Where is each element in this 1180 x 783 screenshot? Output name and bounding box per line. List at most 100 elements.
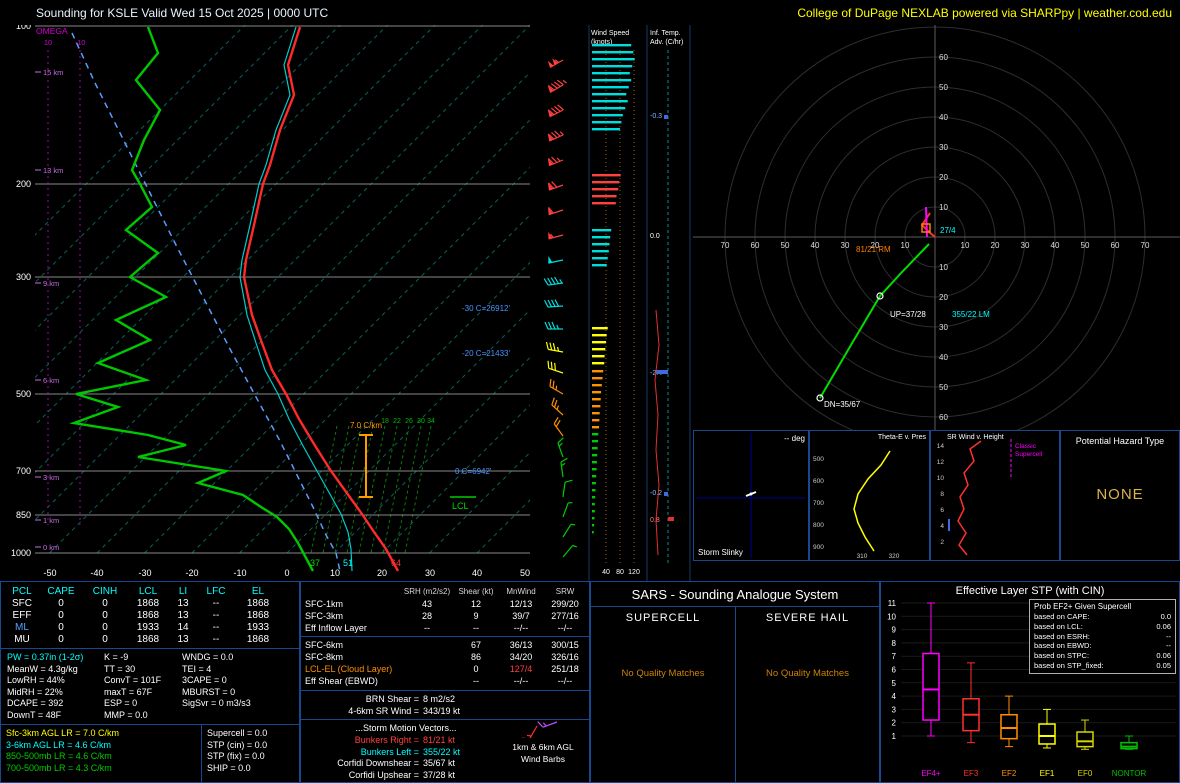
prob-value: 0.06 bbox=[1156, 651, 1171, 661]
line-shape bbox=[544, 299, 549, 308]
temp-tick: 40 bbox=[472, 568, 482, 578]
prob-label: based on CAPE: bbox=[1034, 612, 1090, 621]
line-shape bbox=[557, 104, 564, 111]
temp-tick: 20 bbox=[377, 568, 387, 578]
wind-speed-bar bbox=[592, 58, 635, 61]
slinky-dot bbox=[749, 492, 753, 496]
thermo-value: 13 bbox=[177, 610, 189, 621]
prob-label: based on EBWD: bbox=[1034, 641, 1092, 651]
wind-speed-bar bbox=[592, 65, 633, 68]
hodograph-plot[interactable]: 10 20 30 40 50 60 10 20 30 40 50 60 10 20 30 40 50 60 70 10… bbox=[693, 25, 1180, 430]
prob-label: based on ESRH: bbox=[1034, 631, 1090, 641]
wind-barb bbox=[562, 523, 576, 538]
mixratio-label: 22 bbox=[393, 418, 401, 425]
thermo-header: LI bbox=[178, 586, 188, 597]
stat-line: ESP = 0 bbox=[104, 698, 138, 709]
mixratio-label: 26 bbox=[405, 418, 413, 425]
wind-speed-bar bbox=[592, 264, 607, 267]
thermo-value: 0 bbox=[102, 610, 108, 621]
prob-ef2-box: Prob EF2+ Given Supercell based on CAPE:… bbox=[1029, 599, 1176, 674]
brand-link[interactable]: College of DuPage NEXLAB powered via SHA… bbox=[797, 6, 1172, 20]
kin-cell: 127/4 bbox=[509, 664, 533, 674]
pressure-label: 100 bbox=[16, 25, 31, 31]
parcel-row-label[interactable]: SFC bbox=[12, 598, 32, 609]
temp-adv-value: 0.8 bbox=[650, 517, 660, 524]
temp-tick: -10 bbox=[233, 568, 246, 578]
rm-storm-motion-marker[interactable] bbox=[921, 223, 931, 233]
thetae-curve bbox=[853, 450, 891, 552]
line-shape bbox=[528, 725, 538, 738]
pressure-label: 700 bbox=[16, 466, 31, 476]
parcel-row-label[interactable]: MU bbox=[14, 634, 30, 645]
kin-cell: 28 bbox=[421, 611, 432, 621]
line-shape bbox=[562, 545, 574, 558]
line-shape bbox=[548, 367, 564, 374]
isotherm bbox=[381, 404, 530, 554]
prob-row: based on ESRH: -- bbox=[1034, 632, 1171, 642]
line-shape bbox=[545, 341, 549, 350]
kin-cell: 12 bbox=[470, 599, 481, 609]
line-shape bbox=[550, 277, 556, 285]
lapse-rate-line: 700-500mb LR = 4.3 C/km bbox=[6, 762, 112, 773]
srwind-height-tick: 12 bbox=[937, 459, 945, 466]
parcel-row-label[interactable]: ML bbox=[15, 622, 29, 633]
lapse-rate-label: 7.0 C/km bbox=[350, 421, 382, 430]
stat-line: MMP = 0.0 bbox=[104, 709, 148, 720]
wind-barb bbox=[551, 397, 564, 416]
pressure-label: 500 bbox=[16, 389, 31, 399]
stp-category-label: NONTOR bbox=[1112, 769, 1147, 778]
stp-ytick: 11 bbox=[888, 599, 897, 608]
wind-barb bbox=[548, 255, 564, 264]
stp-ytick: 5 bbox=[892, 679, 897, 688]
isotherm bbox=[49, 71, 530, 554]
line-shape bbox=[547, 321, 553, 330]
wind-speed-tick: 120 bbox=[628, 569, 640, 576]
line-shape bbox=[551, 132, 558, 139]
kinematics-panel: SRH (m2/s2) Shear (kt) MnWind SRW SFC-1km 43 1… bbox=[300, 581, 590, 783]
wind-barb bbox=[544, 321, 563, 330]
path-shape bbox=[547, 207, 553, 215]
kin-cell: Eff Shear (EBWD) bbox=[305, 676, 378, 686]
wind-barb bbox=[562, 544, 577, 558]
stp-ytick: 3 bbox=[892, 705, 897, 714]
line-shape bbox=[547, 133, 555, 140]
kin-value: 37/28 kt bbox=[423, 769, 456, 780]
prob-ef2-rows: based on CAPE: 0.0 based on LCL: 0.06 based … bbox=[1034, 612, 1171, 671]
kin-label: Bunkers Left = bbox=[360, 746, 419, 757]
wind-speed-title: Wind Speed bbox=[591, 30, 629, 37]
kin-label: Corfidi Upshear = bbox=[348, 769, 419, 780]
stat-line: WNDG = 0.0 bbox=[182, 652, 234, 662]
temp-tick: -50 bbox=[43, 568, 56, 578]
prob-label: based on STPC: bbox=[1034, 651, 1090, 661]
kin-cell: 0 bbox=[473, 664, 479, 674]
kin-cell: SFC-3km bbox=[305, 611, 343, 621]
stp-category-label: EF1 bbox=[1040, 769, 1055, 778]
line-shape bbox=[554, 299, 560, 307]
temp-adv-profile bbox=[654, 309, 660, 556]
temp-tick: -30 bbox=[138, 568, 151, 578]
sars-hail-column[interactable]: SEVERE HAIL No Quality Matches bbox=[736, 612, 879, 679]
wind-speed-bar bbox=[592, 195, 617, 198]
thetae-panel[interactable]: 500 600 700 800 900 310 320 Theta-E v. Pres bbox=[809, 430, 930, 561]
isotherm bbox=[144, 166, 530, 554]
hodo-label: 81/21 RM bbox=[856, 245, 891, 254]
kin-cell: -- bbox=[473, 676, 479, 686]
wind-speed-bar bbox=[592, 440, 598, 443]
parcel-row-label[interactable]: EFF bbox=[12, 610, 32, 621]
wind-speed-title2: (knots) bbox=[591, 39, 612, 46]
hodo-ring-label: 30 bbox=[1021, 241, 1030, 250]
kin-value: 355/22 kt bbox=[423, 746, 461, 757]
storm-slinky-panel[interactable]: Storm Slinky -- deg bbox=[693, 430, 809, 561]
kin-cell: SFC-8km bbox=[305, 652, 343, 662]
wind-barb bbox=[549, 378, 564, 395]
thermo-value: 0 bbox=[58, 610, 64, 621]
srwind-panel[interactable]: 14 12 10 8 6 4 2 SR Wind v. Height Classic Sup… bbox=[930, 430, 1060, 561]
kin-cell: -- bbox=[424, 623, 430, 633]
wind-speed-bar bbox=[592, 348, 606, 351]
isotherm bbox=[191, 214, 530, 554]
sars-supercell-column[interactable]: SUPERCELL No Quality Matches bbox=[591, 612, 735, 679]
height-label: 6 km bbox=[43, 376, 59, 385]
stp-ytick: 10 bbox=[887, 612, 896, 621]
sars-supercell-result: No Quality Matches bbox=[621, 668, 705, 679]
